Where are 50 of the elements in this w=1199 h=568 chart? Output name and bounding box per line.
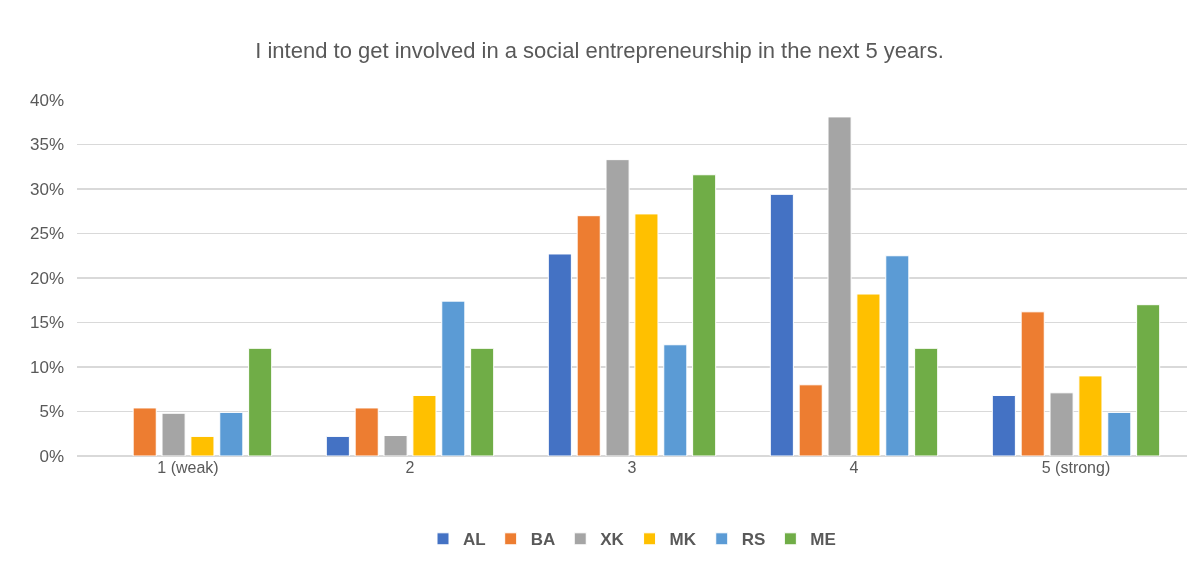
bar <box>412 394 437 456</box>
bar <box>798 384 823 456</box>
bar <box>383 435 408 456</box>
y-tick-label: 25% <box>29 224 64 244</box>
x-tick-label: 3 <box>627 459 637 476</box>
y-tick-label: 0% <box>39 446 64 466</box>
bar <box>576 215 601 456</box>
bar <box>769 193 794 456</box>
bar <box>132 407 157 456</box>
bar <box>663 344 688 456</box>
bar <box>885 255 910 456</box>
x-tick-label: 2 <box>405 459 415 476</box>
legend-label: MK <box>669 530 697 550</box>
bar <box>1107 411 1132 456</box>
bar <box>547 253 572 456</box>
bar <box>1136 304 1161 456</box>
bar <box>1078 375 1103 456</box>
bar <box>354 407 379 456</box>
bar <box>219 411 244 456</box>
bar <box>441 300 466 456</box>
bar <box>827 116 852 456</box>
bar <box>161 412 186 456</box>
bar <box>991 394 1016 456</box>
y-tick-label: 15% <box>29 313 64 333</box>
chart-title: I intend to get involved in a social entrepreneurship in the next 5 years. <box>255 37 944 63</box>
y-tick-label: 35% <box>29 135 64 155</box>
bar <box>190 435 215 456</box>
y-tick-label: 20% <box>29 268 64 288</box>
y-tick-label: 30% <box>29 179 64 199</box>
legend-label: ME <box>810 530 836 550</box>
bar <box>248 347 273 456</box>
legend-label: BA <box>530 530 556 550</box>
y-tick-label: 5% <box>39 402 64 422</box>
y-tick-label: 40% <box>29 90 64 110</box>
bar <box>856 293 881 456</box>
x-tick-label: 4 <box>849 459 859 476</box>
bar <box>1049 392 1074 456</box>
bar <box>692 174 717 456</box>
legend-label: AL <box>463 530 486 550</box>
legend-label: RS <box>741 530 766 550</box>
bar <box>914 347 939 456</box>
x-tick-label: 5 (strong) <box>1041 459 1111 476</box>
x-tick-label: 1 (weak) <box>157 459 219 476</box>
bar <box>605 159 630 456</box>
bar <box>634 213 659 456</box>
y-tick-label: 10% <box>29 357 64 377</box>
legend-label: XK <box>600 530 625 550</box>
bar <box>470 347 495 456</box>
bar <box>325 435 350 456</box>
bar <box>1020 311 1045 456</box>
